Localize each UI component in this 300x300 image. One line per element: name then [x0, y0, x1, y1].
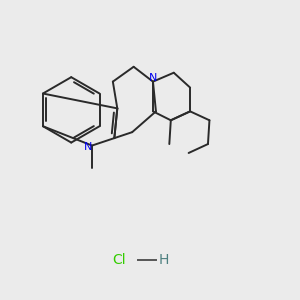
Text: N: N — [83, 142, 92, 152]
Text: N: N — [149, 73, 157, 83]
Text: H: H — [159, 253, 169, 267]
Text: Cl: Cl — [112, 253, 126, 267]
